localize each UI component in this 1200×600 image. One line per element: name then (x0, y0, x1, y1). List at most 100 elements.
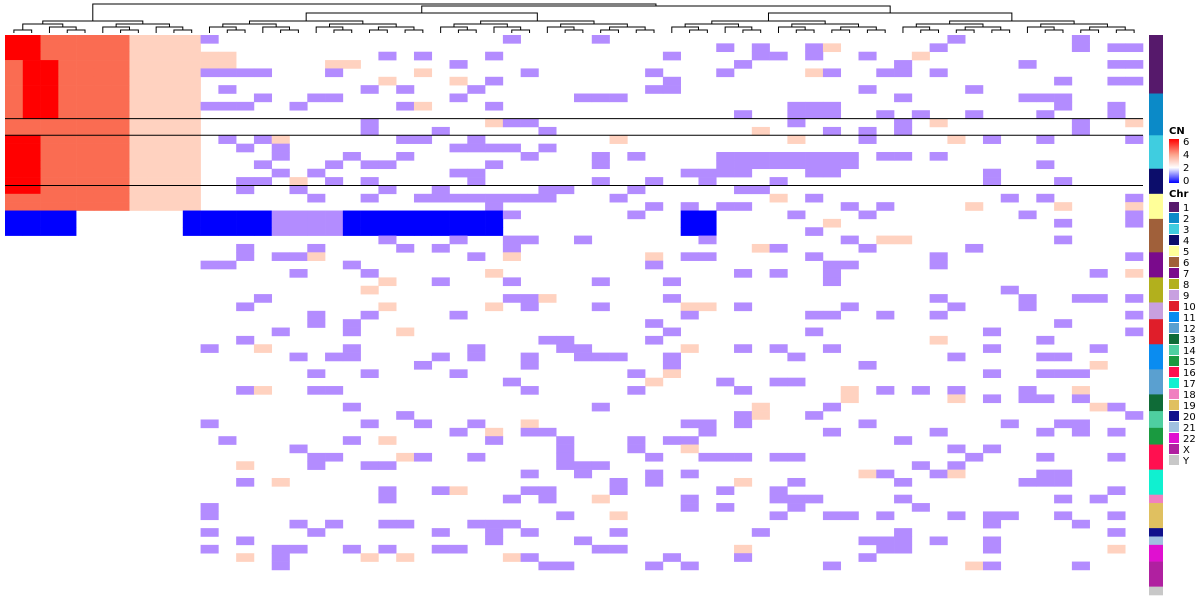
heatmap-cell (751, 528, 770, 537)
heatmap-cell (485, 427, 504, 437)
chr-band-20 (1149, 528, 1163, 537)
heatmap-cell (147, 110, 166, 119)
chr-legend-label: 18 (1183, 390, 1196, 401)
chr-legend-swatch (1169, 345, 1179, 355)
heatmap-cell (40, 210, 59, 220)
heatmap-cell (520, 528, 539, 537)
heatmap-cell (520, 302, 539, 312)
heatmap-cell (965, 452, 984, 462)
heatmap-cell (680, 218, 699, 228)
heatmap-cell (111, 177, 130, 186)
heatmap-cell (520, 360, 539, 370)
heatmap-cell (342, 352, 361, 362)
heatmap-cell (58, 68, 77, 78)
heatmap-cell (1089, 344, 1108, 353)
heatmap-cell (40, 135, 59, 144)
chr-legend-label: Y (1182, 456, 1190, 467)
heatmap-cell (253, 177, 273, 186)
heatmap-cell (76, 185, 95, 195)
heatmap-cell (413, 101, 433, 111)
heatmap-cell (894, 544, 913, 554)
heatmap-cell (378, 227, 397, 236)
heatmap-cell (342, 402, 361, 412)
heatmap-cell (1107, 110, 1126, 119)
heatmap-cell (680, 227, 699, 236)
heatmap-cell (449, 369, 468, 378)
heatmap-cell (147, 43, 166, 53)
heatmap-cell (982, 394, 1002, 404)
heatmap-cell (1125, 43, 1144, 53)
heatmap-cell (716, 377, 735, 387)
heatmap-cell (182, 85, 201, 94)
chr-legend-label: 10 (1183, 302, 1196, 313)
heatmap-cell (502, 210, 521, 220)
heatmap-cell (698, 302, 717, 312)
heatmap-cell (253, 386, 273, 395)
chr-legend-swatch (1169, 224, 1179, 234)
heatmap-cell (111, 193, 130, 203)
heatmap-cell (1071, 126, 1090, 136)
heatmap-cell (22, 85, 41, 94)
heatmap-cell (58, 85, 77, 94)
heatmap-cell (93, 35, 112, 44)
chr-legend-swatch (1169, 455, 1179, 465)
heatmap-cell (645, 477, 664, 487)
heatmap-cell (147, 185, 166, 195)
chr-legend-swatch (1169, 235, 1179, 245)
heatmap-cell (22, 93, 41, 103)
heatmap-cell (200, 35, 219, 44)
heatmap-cell (769, 177, 788, 186)
heatmap-cell (698, 227, 717, 236)
heatmap-cell (894, 93, 913, 103)
heatmap-cell (40, 152, 59, 161)
heatmap-cell (182, 135, 201, 144)
heatmap-cell (307, 528, 326, 537)
chromosome-annotation-bar (1149, 35, 1163, 596)
heatmap-cell (1036, 335, 1055, 345)
heatmap-cell (289, 444, 308, 454)
heatmap-cell (822, 43, 842, 53)
chr-band-17 (1149, 469, 1163, 495)
heatmap-cell (449, 193, 468, 203)
heatmap-cell (93, 51, 112, 61)
heatmap-cell (662, 352, 681, 362)
heatmap-cell (93, 185, 112, 195)
chr-legend-title: Chr (1169, 189, 1188, 200)
heatmap-cell (1125, 76, 1144, 86)
chr-band-5 (1149, 193, 1163, 220)
chr-band-12 (1149, 369, 1163, 395)
heatmap-cell (129, 185, 148, 195)
heatmap-cell (1018, 394, 1037, 404)
heatmap-cell (271, 561, 290, 571)
heatmap-cell (822, 110, 842, 119)
heatmap-cell (58, 210, 77, 220)
heatmap-cell (236, 302, 255, 312)
heatmap-cell (129, 118, 148, 128)
heatmap-cell (40, 126, 59, 136)
heatmap-cell (325, 218, 344, 228)
heatmap-cell (1054, 511, 1073, 521)
heatmap-cell (200, 101, 219, 111)
heatmap-cell (467, 177, 486, 186)
heatmap-cell (360, 269, 379, 278)
heatmap-cell (93, 101, 112, 111)
heatmap-cell (502, 277, 521, 287)
heatmap-cell (307, 252, 326, 261)
heatmap-cell (1054, 101, 1073, 111)
heatmap-cell (1107, 511, 1126, 521)
heatmap-cell (894, 235, 913, 245)
heatmap-cell (520, 386, 539, 395)
heatmap-cell (396, 227, 415, 236)
heatmap-cell (76, 85, 95, 94)
heatmap-cell (1107, 486, 1126, 495)
heatmap-cell (734, 269, 753, 278)
heatmap-cell (342, 260, 361, 270)
heatmap-cell (360, 553, 379, 562)
heatmap-cell (965, 85, 984, 94)
heatmap-cell (965, 110, 984, 119)
heatmap-cell (769, 486, 788, 495)
chr-legend-label: X (1183, 445, 1190, 456)
dendrogram-branch (635, 29, 655, 33)
heatmap-cell (307, 227, 326, 236)
